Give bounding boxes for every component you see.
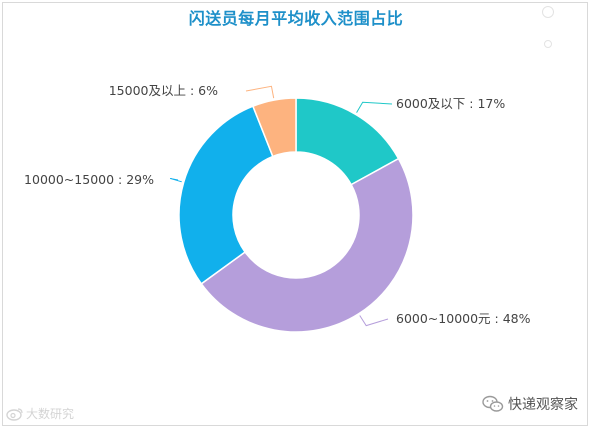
- leader-line: [170, 177, 182, 183]
- leader-line: [359, 315, 389, 327]
- watermark-left-text: 大数研究: [26, 407, 75, 421]
- chart-frame: [2, 2, 588, 426]
- slice-label: 10000~15000 : 29%: [24, 172, 154, 187]
- donut-slice: [251, 97, 297, 158]
- slice-label: 15000及以上 : 6%: [109, 83, 218, 98]
- weibo-icon: [6, 407, 23, 421]
- watermark-right-text: 快递观察家: [508, 397, 578, 413]
- slice-label: 6000~10000元 : 48%: [396, 311, 531, 326]
- leader-line: [356, 101, 393, 113]
- watermark-right: 快递观察家: [482, 394, 578, 414]
- slice-label: 6000及以下 : 17%: [396, 96, 505, 111]
- watermark-left: 大数研究: [6, 405, 74, 422]
- donut-slice: [178, 105, 274, 285]
- leader-lines: [170, 85, 393, 327]
- corner-decoration: [544, 40, 552, 48]
- slice-labels: 6000及以下 : 17% 6000~10000元 : 48% 10000~1500…: [24, 83, 531, 326]
- chart-title: 闪送员每月平均收入范围占比: [188, 9, 404, 28]
- donut-slices: [178, 97, 414, 333]
- wechat-icon: [482, 395, 504, 412]
- leader-line: [245, 85, 275, 99]
- corner-decoration: [542, 6, 554, 18]
- donut-slice: [200, 157, 414, 333]
